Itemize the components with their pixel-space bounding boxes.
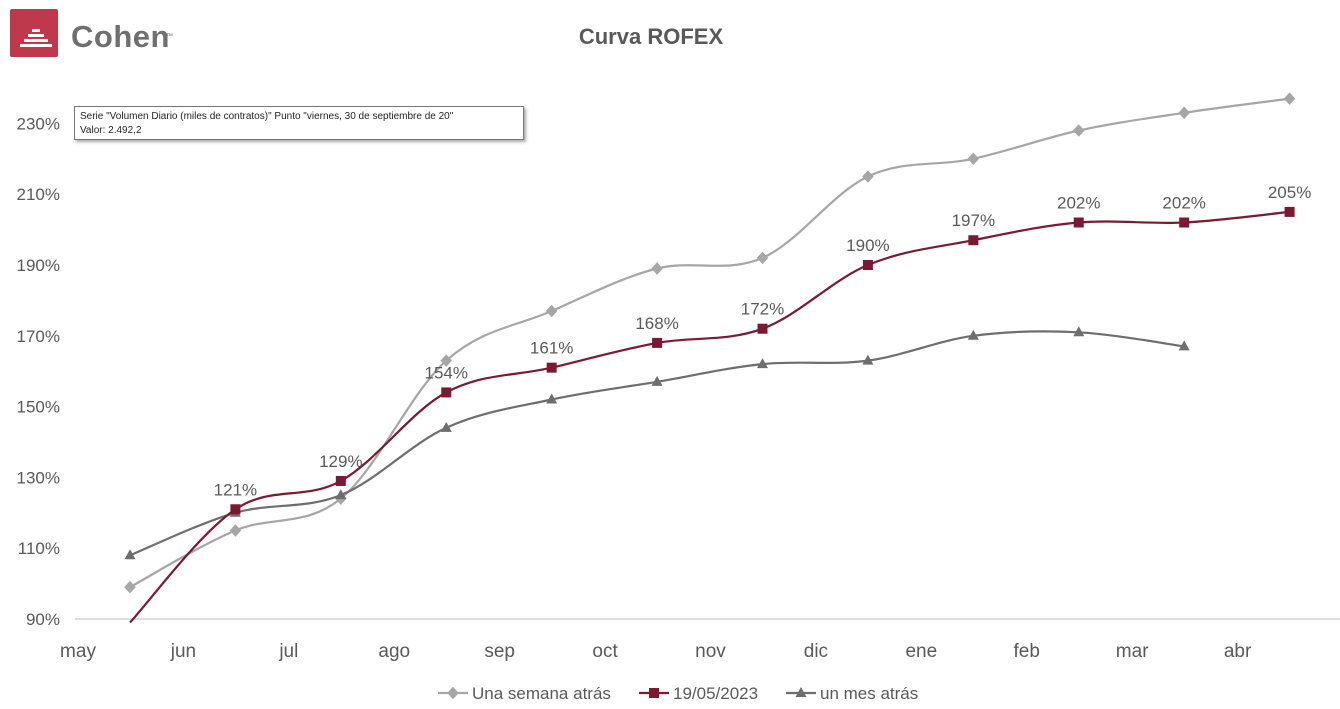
series-layer [124,92,1296,624]
data-point-triangle [757,358,768,369]
x-tick-label: mar [1116,641,1149,662]
data-point-square [757,323,768,334]
legend-marker-square [649,688,659,698]
series-line-square [129,210,1290,624]
y-tick-label: 230% [17,114,60,133]
x-tick-label: ene [905,641,937,662]
data-label: 172% [741,300,784,319]
legend-label: 19/05/2023 [673,684,758,703]
chart-title: Curva ROFEX [579,24,724,49]
chart-tooltip: Serie "Volumen Diario (miles de contrato… [74,106,524,140]
y-tick-label: 190% [17,256,60,275]
data-point-triangle [862,354,874,365]
y-axis: 90% 110% 130% 150% 170% 190% 210% 230% [17,114,60,629]
data-point-triangle [967,329,979,340]
data-point-square [1284,206,1295,217]
tooltip-value-line: Valor: 2.492,2 [80,125,142,136]
data-point-square [652,337,663,348]
legend-marker-diamond [447,686,459,700]
legend-label: un mes atrás [820,684,918,703]
data-point-triangle [440,421,452,432]
y-tick-label: 110% [18,539,60,558]
data-point-diamond [229,524,242,537]
y-tick-label: 130% [17,468,60,487]
data-point-diamond [967,152,980,166]
data-label: 197% [952,211,995,230]
legend-label: Una semana atrás [472,684,611,703]
tooltip-series-line: Serie "Volumen Diario (miles de contrato… [80,111,454,122]
y-tick-label: 90% [26,610,60,629]
x-tick-label: sep [484,641,515,662]
data-point-triangle [1178,340,1190,351]
data-label: 205% [1268,183,1311,202]
brand-logo-icon [10,9,58,57]
y-tick-label: 170% [17,327,60,346]
x-tick-label: may [60,641,96,662]
data-point-triangle [546,393,558,404]
data-point-triangle [335,489,347,500]
brand-trademark: ™ [166,33,173,40]
x-tick-label: oct [592,641,618,662]
data-label: 154% [425,363,468,382]
x-tick-label: feb [1014,641,1040,662]
data-point-square [968,235,979,246]
series-line-diamond [129,97,1290,589]
x-tick-label: abr [1224,641,1252,662]
data-label: 190% [846,236,889,255]
data-label: 168% [635,314,678,333]
data-label: 202% [1057,194,1100,213]
x-tick-label: nov [695,641,726,662]
data-point-square [441,387,452,398]
brand-name: Cohen [71,19,170,54]
x-tick-label: ago [378,641,410,662]
data-label: 202% [1162,194,1205,213]
data-point-diamond [1178,106,1191,120]
data-label: 161% [530,339,573,358]
x-axis: may jun jul ago sep oct nov dic ene feb mar abr [60,641,1252,662]
data-point-diamond [1283,92,1296,105]
data-point-diamond [1072,124,1085,137]
y-tick-label: 210% [17,185,60,204]
data-point-diamond [651,262,663,275]
series-line-triangle [129,330,1185,557]
data-point-triangle [124,549,136,560]
data-point-diamond [124,580,136,594]
data-point-square [335,475,346,486]
data-label: 121% [214,480,257,499]
data-labels: 121% 129% 154% 161% 168% 172% 190% 197% 202% 202%… [214,183,1312,499]
data-label: 129% [319,452,362,471]
data-point-square [862,260,873,270]
data-point-square [546,362,557,373]
data-point-square [1073,217,1084,228]
y-tick-label: 150% [17,398,60,417]
data-point-triangle [1073,326,1085,337]
x-tick-label: jun [170,641,196,662]
data-point-diamond [862,170,874,183]
data-point-diamond [545,304,558,318]
x-tick-label: dic [804,641,828,662]
data-point-square [1179,217,1190,228]
legend-marker-triangle [795,687,807,697]
x-tick-label: jul [278,641,298,662]
data-point-triangle [651,375,663,386]
data-point-diamond [440,354,453,367]
legend: Una semana atrás 19/05/2023 un mes atrás [438,684,918,703]
data-point-diamond [756,251,769,265]
data-point-square [230,504,241,515]
